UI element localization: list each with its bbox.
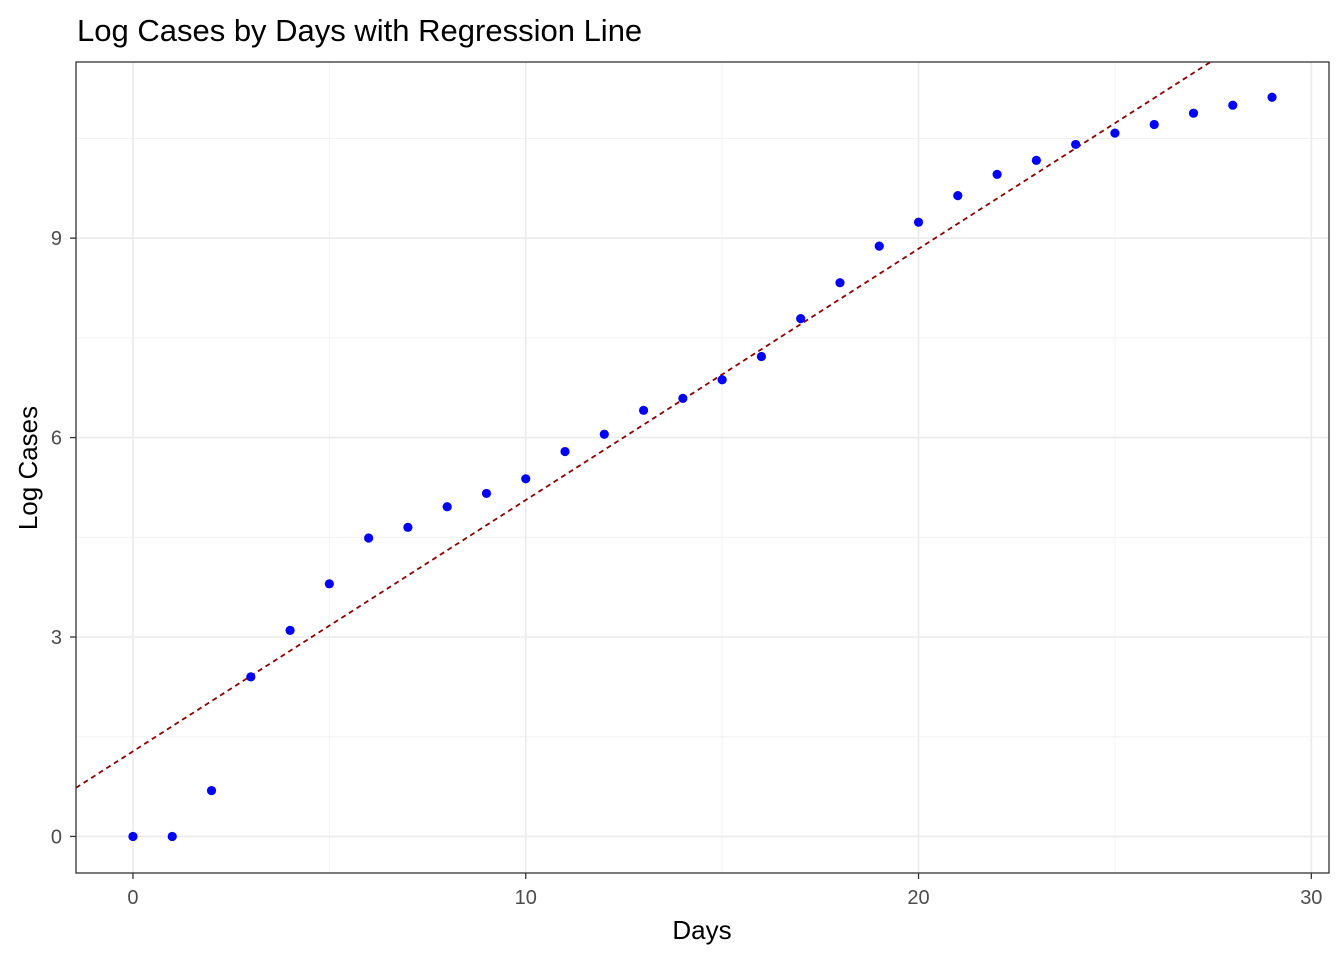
data-point [206,785,217,796]
data-point [560,446,570,457]
data-point [1031,155,1041,165]
data-point [1228,100,1238,110]
data-point [364,533,374,543]
data-point [1071,139,1081,150]
data-point [717,375,727,385]
x-tick-label: 10 [515,887,537,909]
data-point [285,625,295,635]
y-axis-title: Log Cases [13,406,43,530]
grid-minor [76,62,1329,873]
regression-line [75,61,1212,789]
data-point [1267,92,1277,102]
x-axis-ticks: 0 10 20 30 [127,873,1322,909]
data-point [521,474,531,484]
x-tick-label: 30 [1300,887,1322,909]
data-point [796,313,806,324]
data-point [678,393,688,403]
data-point [913,217,924,227]
data-point [756,351,767,362]
data-point [1149,119,1159,130]
y-tick-label: 0 [51,826,62,848]
chart-title: Log Cases by Days with Regression Line [77,13,642,48]
data-points [128,92,1277,842]
y-tick-label: 9 [51,228,62,250]
data-point [246,672,256,682]
data-point [1110,128,1120,138]
data-point [1188,108,1199,118]
regression-line-group [75,61,1212,789]
data-point [167,831,177,842]
data-point [953,191,963,201]
x-axis-title: Days [672,915,731,945]
y-tick-label: 6 [51,428,62,450]
grid-major [76,62,1329,873]
x-tick-label: 20 [907,887,929,909]
data-point [481,488,492,499]
data-point [992,169,1002,179]
data-point [442,502,452,512]
panel-border [75,61,1330,874]
data-point [128,831,138,842]
y-axis-ticks: 0 3 6 9 [51,228,76,848]
x-tick-label: 0 [127,887,138,909]
data-point [599,429,609,439]
y-tick-label: 3 [51,627,62,649]
data-point [874,241,884,251]
data-point [835,278,845,288]
data-point [324,579,334,589]
data-point [403,522,413,532]
data-point [638,405,649,415]
